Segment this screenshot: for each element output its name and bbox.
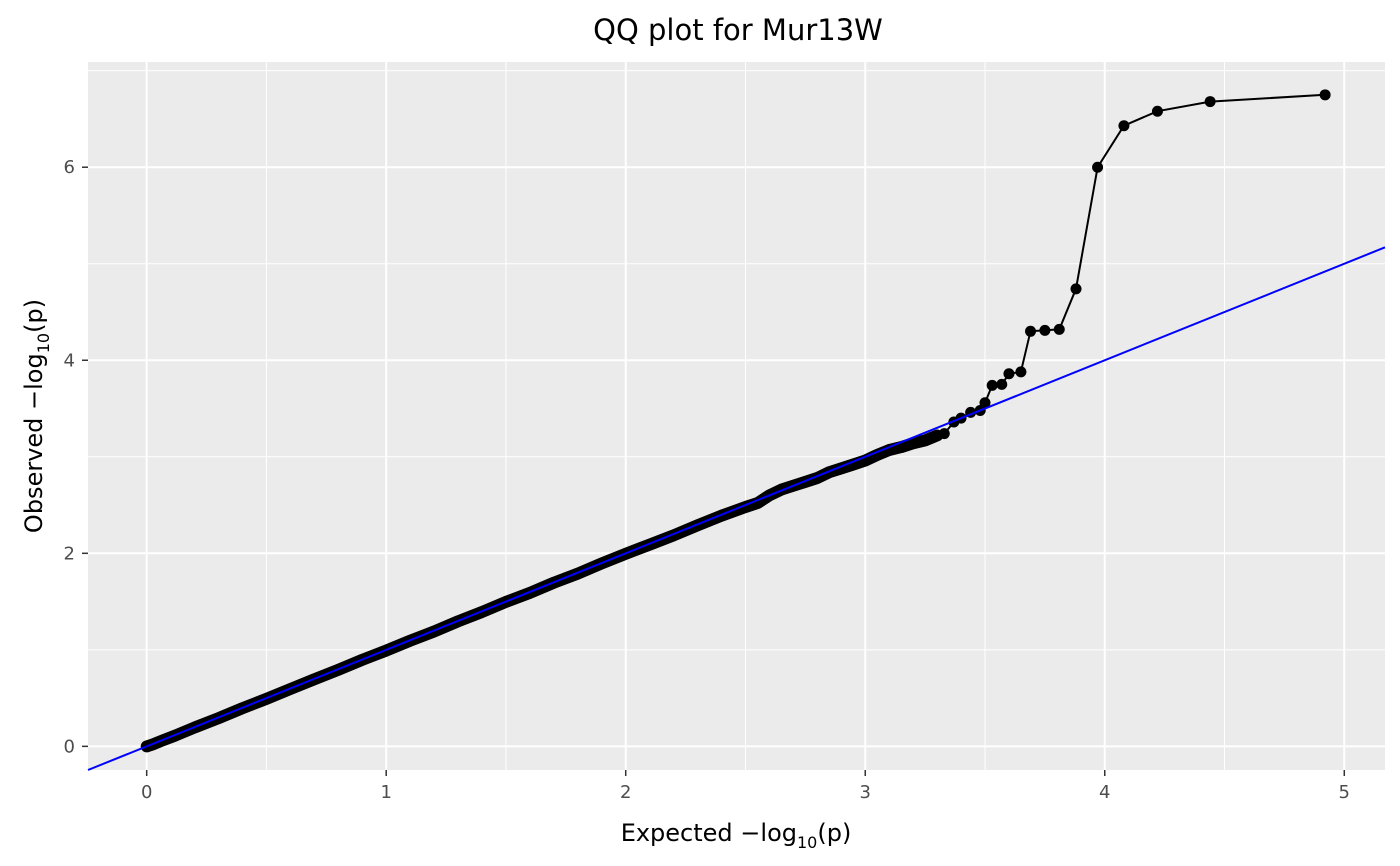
data-point — [986, 379, 998, 391]
data-point — [1070, 283, 1082, 295]
data-point — [1053, 323, 1065, 335]
x-tick-label: 4 — [1099, 782, 1110, 803]
data-point — [996, 378, 1008, 390]
data-point — [1039, 324, 1051, 336]
y-axis-title: Observed −log10(p) — [20, 299, 53, 533]
data-point — [1025, 325, 1037, 337]
y-tick-label: 2 — [64, 543, 75, 564]
x-tick-label: 1 — [380, 782, 391, 803]
data-marks — [87, 89, 1386, 771]
data-point — [1319, 89, 1331, 101]
data-point — [1003, 368, 1015, 380]
x-tick-label: 5 — [1339, 782, 1350, 803]
chart-title: QQ plot for Mur13W — [593, 13, 883, 47]
y-tick-label: 0 — [64, 736, 75, 757]
x-axis: 0 1 2 3 4 5 — [141, 770, 1350, 803]
y-tick-label: 6 — [64, 157, 75, 178]
data-point — [979, 397, 991, 409]
reference-line — [87, 246, 1386, 771]
x-tick-label: 2 — [620, 782, 631, 803]
data-point — [938, 428, 950, 440]
data-point — [1118, 120, 1130, 132]
data-point — [1151, 105, 1163, 117]
data-point — [919, 434, 931, 446]
data-point — [1204, 96, 1216, 108]
data-point — [1015, 366, 1027, 378]
minor-gridlines — [88, 62, 1385, 770]
x-axis-title: Expected −log10(p) — [621, 819, 852, 852]
x-tick-label: 3 — [860, 782, 871, 803]
x-tick-label: 0 — [141, 782, 152, 803]
y-tick-label: 4 — [64, 350, 75, 371]
plot-panel — [88, 62, 1385, 770]
y-axis: 0 2 4 6 — [64, 157, 88, 757]
data-point — [907, 437, 919, 449]
data-point — [1092, 161, 1104, 173]
